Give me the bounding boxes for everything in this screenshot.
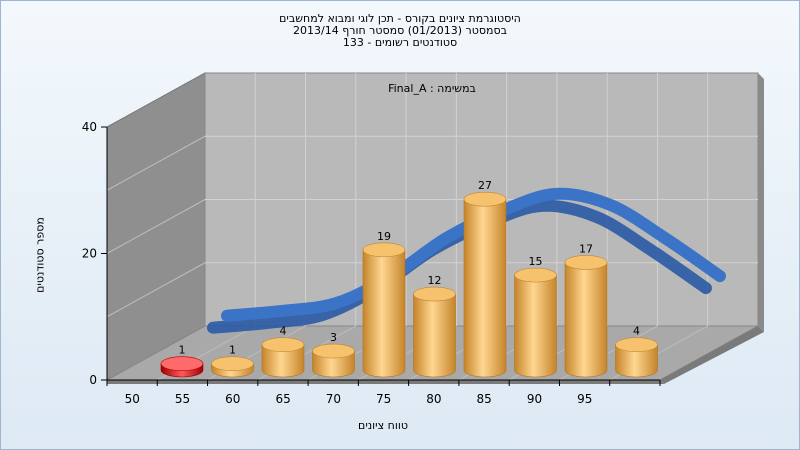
- bar-90: 17: [564, 242, 608, 378]
- title-line-3: סטודנטים רשומים - 133: [342, 36, 458, 49]
- bar-50: 1: [160, 344, 204, 378]
- title-line-1: היסטוגרמת ציונים בקורס - תכן לוגי ומבוא …: [279, 12, 521, 25]
- bar-top: [564, 255, 608, 270]
- x-tick-label: 75: [376, 392, 391, 406]
- axes-layer: 0 20 40 50 55 60 65 70 75 80 85 90 95: [82, 120, 661, 406]
- bar-body: [312, 350, 355, 378]
- bar-body: [362, 249, 406, 378]
- bar-body: [564, 262, 608, 378]
- title-line-2: בסמסטר (01/2013) סמסטר חורף 2013/14: [293, 24, 507, 37]
- bar-value-label: 15: [529, 255, 543, 268]
- bar-75: 12: [413, 274, 456, 378]
- x-tick-label: 95: [577, 392, 592, 406]
- bar-value-label: 4: [280, 325, 287, 338]
- bar-value-label: 27: [478, 179, 492, 192]
- back-wall-edge: [758, 73, 764, 332]
- bar-65: 3: [312, 331, 355, 378]
- bar-95: 4: [615, 325, 658, 378]
- bar-value-label: 3: [330, 331, 337, 344]
- bar-top: [312, 343, 355, 359]
- left-wall-grid-line: [106, 262, 206, 318]
- left-wall-grid-line: [106, 135, 206, 191]
- bar-top: [463, 191, 507, 207]
- bar-70: 19: [362, 230, 406, 378]
- bar-value-label: 1: [179, 344, 186, 357]
- bar-value-label: 17: [579, 242, 593, 255]
- x-tick-label: 55: [175, 392, 190, 406]
- bar-body: [463, 198, 507, 378]
- bars-layer: 1 1 4 3 19 12 27 15 17 4: [160, 179, 658, 378]
- bar-85: 15: [514, 255, 557, 378]
- bar-top: [413, 286, 456, 302]
- bar-top: [362, 242, 406, 258]
- x-tick-label: 90: [527, 392, 542, 406]
- x-tick-label: 85: [477, 392, 492, 406]
- y-tick-label: 0: [89, 373, 97, 387]
- series-label: Final_A : במשימה: [388, 82, 476, 95]
- bar-55: 1: [211, 344, 254, 378]
- bar-60: 4: [261, 325, 305, 378]
- bar-value-label: 4: [633, 325, 640, 338]
- left-wall-grid-line: [106, 199, 206, 254]
- bar-top: [514, 267, 557, 283]
- x-axis-label: טווח ציונים: [358, 419, 408, 432]
- bar-value-label: 12: [428, 274, 442, 287]
- bar-top: [261, 337, 305, 353]
- y-tick-label: 40: [82, 120, 97, 134]
- bar-body: [615, 344, 658, 378]
- x-tick-label: 60: [225, 392, 240, 406]
- y-axis-label: מספר סטודנטים: [33, 217, 47, 293]
- floor-front-edge: [107, 380, 664, 384]
- bar-body: [261, 344, 305, 378]
- bar-top: [615, 337, 658, 353]
- y-tick-label: 20: [82, 247, 97, 261]
- bar-top: [211, 356, 254, 371]
- bar-80: 27: [463, 179, 507, 378]
- x-tick-label: 65: [275, 392, 290, 406]
- x-tick-label: 50: [125, 392, 140, 406]
- bar-body: [514, 274, 557, 378]
- bar-body: [413, 293, 456, 378]
- bar-value-label: 1: [229, 344, 236, 357]
- bar-top: [160, 356, 204, 371]
- x-tick-label: 80: [426, 392, 441, 406]
- floor-side-edge: [660, 326, 764, 384]
- bar-value-label: 19: [377, 230, 391, 243]
- x-tick-label: 70: [326, 392, 341, 406]
